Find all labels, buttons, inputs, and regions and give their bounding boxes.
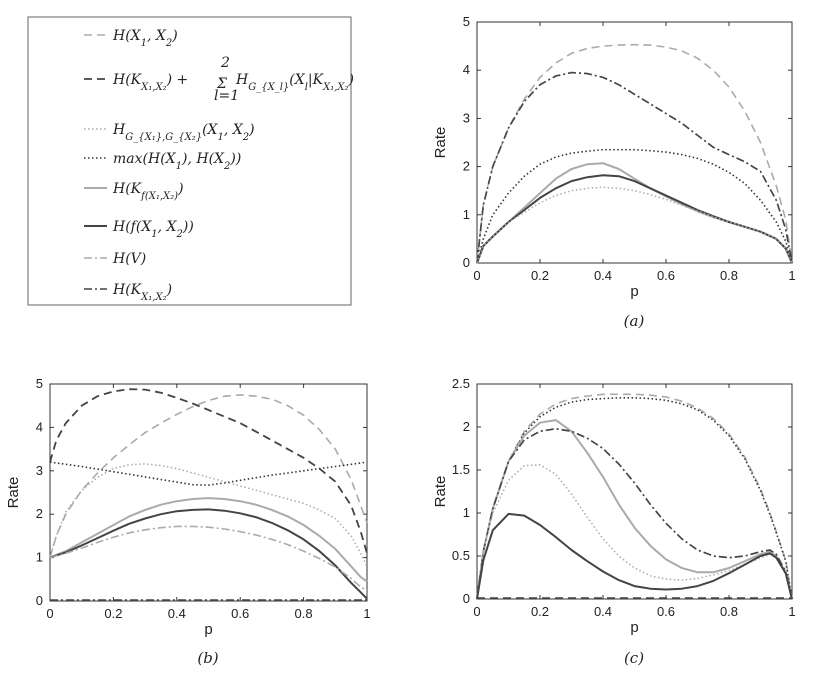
- x-tick-label-c: 0.6: [657, 604, 675, 619]
- x-axis-label-a: p: [630, 283, 638, 300]
- series-line-b-h_v: [49, 525, 368, 591]
- y-tick-label-c: 1.5: [452, 462, 470, 477]
- chart-b: 0 0.2 0.4 0.6 0.8 1 0 1 2 3 4 5 p Rate (b): [5, 376, 371, 667]
- series-line-b-h_f: [49, 508, 368, 600]
- series-line-a-h_x1x2: [476, 43, 793, 264]
- x-tick-label-a: 0: [473, 268, 480, 283]
- x-tick-label-b: 0.8: [295, 606, 313, 621]
- y-tick-label-a: 3: [463, 110, 470, 125]
- series-line-b-h_k_sum: [49, 388, 368, 554]
- legend-label-h_k: H(KX₁,X₂): [112, 282, 172, 303]
- series-line-c-h_kf: [476, 419, 793, 600]
- x-tick-label-a: 1: [788, 268, 795, 283]
- series-line-a-max_h: [476, 148, 793, 264]
- x-tick-label-b: 1: [363, 606, 370, 621]
- legend-label-h_v: H(V): [112, 251, 146, 267]
- y-axis-label-b: Rate: [5, 477, 22, 509]
- y-tick-label-a: 0: [463, 255, 470, 270]
- x-tick-label-b: 0.2: [104, 606, 122, 621]
- svg-text:H(KX₁,X₂) +: H(KX₁,X₂) +: [112, 72, 188, 93]
- y-tick-label-c: 2.5: [452, 376, 470, 391]
- series-line-c-hg_joint: [476, 464, 793, 600]
- series-line-c-h_x1x2: [476, 393, 793, 600]
- caption-a: (a): [624, 312, 645, 330]
- legend-label-max_h: max(H(X1), H(X2)): [113, 151, 241, 172]
- series-line-c-h_f: [476, 512, 793, 600]
- caption-c: (c): [624, 649, 644, 667]
- svg-text:l=1: l=1: [214, 88, 239, 104]
- legend-frame: [27, 16, 352, 306]
- y-tick-label-b: 1: [36, 550, 43, 565]
- series-line-a-h_kf: [476, 162, 793, 264]
- series-line-b-max_h: [49, 461, 368, 486]
- x-tick-label-a: 0.8: [720, 268, 738, 283]
- x-tick-label-c: 1: [788, 604, 795, 619]
- x-tick-label-b: 0.4: [168, 606, 186, 621]
- svg-text:2: 2: [220, 55, 230, 71]
- series-line-b-h_kf: [49, 497, 368, 583]
- x-tick-label-a: 0.2: [531, 268, 549, 283]
- y-tick-label-c: 0: [463, 591, 470, 606]
- y-tick-label-b: 4: [36, 419, 43, 434]
- y-tick-label-b: 0: [36, 593, 43, 608]
- legend-label-h_kf: H(Kf(X₁,X₂)): [112, 181, 184, 202]
- svg-text:HG_{X_l}(Xl|KX₁,X₂): HG_{X_l}(Xl|KX₁,X₂): [235, 72, 354, 93]
- series-line-b-hg_joint: [49, 463, 368, 567]
- x-tick-label-c: 0.2: [531, 604, 549, 619]
- series-line-c-h_k: [476, 427, 793, 600]
- y-tick-label-c: 2: [463, 419, 470, 434]
- y-axis-label-a: Rate: [432, 127, 449, 159]
- x-axis-label-b: p: [204, 621, 212, 638]
- y-tick-label-a: 4: [463, 62, 470, 77]
- y-tick-label-a: 5: [463, 14, 470, 29]
- legend-label-h_k_sum: H(KX₁,X₂) + Σ 2 l=1HG_{X_l}(Xl|KX₁,X₂): [112, 55, 354, 104]
- series-line-c-h_v: [476, 427, 793, 600]
- chart-a: 0 0.2 0.4 0.6 0.8 1 0 1 2 3 4 5 p Rate (a): [432, 14, 796, 330]
- y-tick-label-b: 5: [36, 376, 43, 391]
- x-tick-label-c: 0.4: [594, 604, 612, 619]
- series-line-a-h_k: [476, 71, 793, 264]
- x-tick-label-c: 0: [473, 604, 480, 619]
- plot-frame-c: [476, 383, 793, 600]
- legend-label-h_x1x2: H(X1, X2): [112, 28, 178, 49]
- chart-c: 0 0.2 0.4 0.6 0.8 1 0 0.5 1 1.5 2 2.5 p Rate (c): [432, 376, 796, 667]
- y-tick-label-b: 3: [36, 463, 43, 478]
- x-tick-label-c: 0.8: [720, 604, 738, 619]
- legend: H(X1, X2) H(KX₁,X₂) + Σ 2 l=1HG_{X_l}(Xl|KX…: [27, 16, 354, 306]
- y-tick-label-c: 0.5: [452, 548, 470, 563]
- caption-b: (b): [197, 649, 218, 667]
- x-tick-label-b: 0: [46, 606, 53, 621]
- x-axis-label-c: p: [630, 619, 638, 636]
- x-tick-label-a: 0.4: [594, 268, 612, 283]
- plot-frame-a: [476, 21, 793, 264]
- series-line-a-h_v: [476, 71, 793, 264]
- legend-label-h_f: H(f(X1, X2)): [112, 219, 194, 240]
- y-tick-label-b: 2: [36, 506, 43, 521]
- x-tick-label-b: 0.6: [231, 606, 249, 621]
- y-tick-label-a: 2: [463, 159, 470, 174]
- legend-label-hg_joint: HG_{X₁},G_{X₂}(X1, X2): [112, 122, 255, 143]
- x-tick-label-a: 0.6: [657, 268, 675, 283]
- series-line-c-max_h: [476, 397, 793, 600]
- plot-frame-b: [49, 383, 368, 602]
- svg-text:Σ: Σ: [216, 76, 227, 92]
- y-tick-label-c: 1: [463, 505, 470, 520]
- y-axis-label-c: Rate: [432, 476, 449, 508]
- y-tick-label-a: 1: [463, 207, 470, 222]
- series-line-a-h_f: [476, 174, 793, 264]
- series-line-a-hg_joint: [476, 186, 793, 264]
